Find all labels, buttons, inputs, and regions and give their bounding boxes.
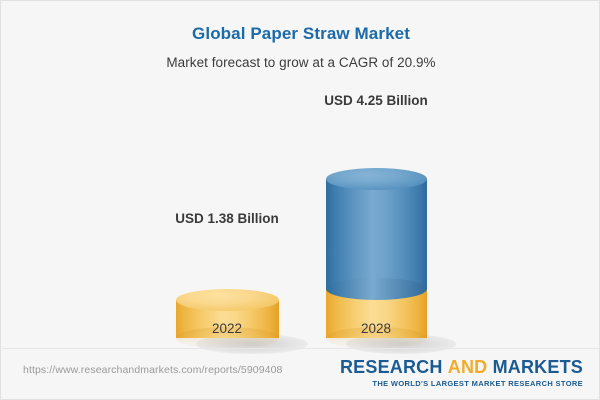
page-title: Global Paper Straw Market [192,24,410,43]
bar-group-2028[interactable] [326,49,456,354]
cylinder-body [326,179,427,289]
source-url-link[interactable]: https://www.researchandmarkets.com/repor… [23,364,283,376]
bar-cylinder-2022[interactable] [176,289,279,349]
cylinder-top-ellipse [176,289,279,311]
cylinder-bottom-ellipse [176,327,279,349]
logo-wordmark: RESEARCH AND MARKETS [340,357,583,377]
bar-group-2022[interactable] [176,49,308,354]
logo-word-research: RESEARCH [339,357,443,377]
bar-shadow [196,334,308,354]
bar-value-2022: USD 1.38 Billion [175,211,279,226]
bar-segment-blue-2028[interactable] [326,168,427,300]
bar-shadow [346,334,456,354]
footer: https://www.researchandmarkets.com/repor… [1,349,599,399]
bar-category-2028: 2028 [360,321,392,336]
chart-subtitle: Market forecast to grow at a CAGR of 20.… [166,55,436,70]
logo[interactable]: RESEARCH AND MARKETS THE WORLD'S LARGEST… [340,357,583,389]
cylinder-top-ellipse [326,168,427,190]
logo-word-and: AND [447,357,488,377]
cylinder-bottom-ellipse [326,327,427,349]
bar-value-2028: USD 4.25 Billion [324,93,428,108]
chart-plot-area: USD 1.38 Billion 2022 USD 4.25 Billion 2… [1,1,599,354]
logo-word-markets: MARKETS [492,357,583,377]
logo-tagline: THE WORLD'S LARGEST MARKET RESEARCH STOR… [372,379,583,388]
footer-divider [2,348,599,349]
bar-category-2022: 2022 [211,321,243,336]
cylinder-segment-bottom-ellipse [326,278,427,300]
